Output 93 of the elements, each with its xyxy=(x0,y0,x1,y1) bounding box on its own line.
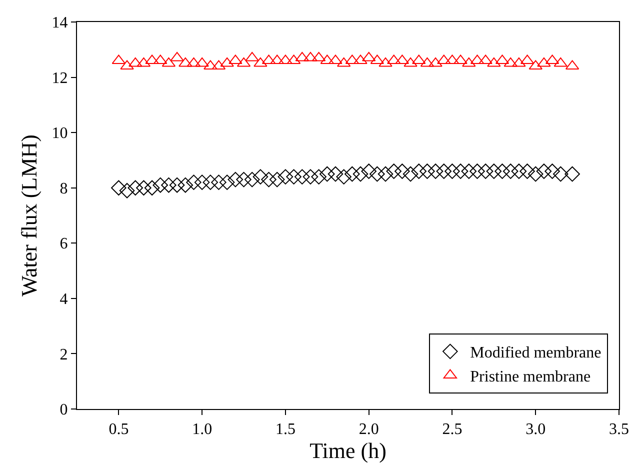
legend-label: Modified membrane xyxy=(470,344,602,362)
point xyxy=(344,166,360,182)
y-tick-label: 2 xyxy=(60,346,68,364)
point xyxy=(111,180,126,196)
point xyxy=(245,52,259,62)
point xyxy=(370,166,385,182)
point xyxy=(219,174,235,190)
point xyxy=(462,57,476,67)
x-tick-label: 0.5 xyxy=(108,421,129,438)
point xyxy=(404,57,418,67)
x-tick-label: 3.0 xyxy=(526,421,546,438)
point xyxy=(220,57,234,67)
y-axis-title: Water flux (LMH) xyxy=(16,134,42,296)
point xyxy=(502,164,518,179)
point xyxy=(386,164,402,179)
point xyxy=(564,166,580,182)
point xyxy=(328,166,344,182)
point xyxy=(119,182,135,198)
point xyxy=(452,164,468,179)
legend-label: Pristine membrane xyxy=(470,368,591,386)
point xyxy=(195,57,209,67)
point xyxy=(194,174,210,190)
y-tick-label: 0 xyxy=(60,402,68,419)
point xyxy=(512,57,526,67)
point xyxy=(378,166,394,182)
point xyxy=(244,172,260,188)
x-tick-label: 1.0 xyxy=(192,421,212,438)
x-tick-label: 3.5 xyxy=(609,421,629,438)
point xyxy=(161,177,176,193)
x-tick-label: 2.5 xyxy=(442,421,462,438)
y-tick-label: 10 xyxy=(52,125,68,142)
point xyxy=(528,166,544,182)
point xyxy=(378,57,392,67)
y-tick-label: 8 xyxy=(60,180,68,198)
point xyxy=(411,164,427,179)
point xyxy=(278,169,294,184)
point xyxy=(444,164,460,179)
point xyxy=(362,52,376,62)
point xyxy=(202,174,218,190)
point xyxy=(544,164,560,179)
point xyxy=(178,57,192,67)
point xyxy=(128,57,142,67)
point xyxy=(428,164,444,179)
x-tick-label: 2.0 xyxy=(358,421,379,438)
point xyxy=(128,180,144,196)
point xyxy=(552,166,568,182)
point xyxy=(136,180,152,196)
point xyxy=(320,166,335,182)
point xyxy=(402,166,418,182)
point xyxy=(169,177,185,193)
point xyxy=(144,180,160,196)
point xyxy=(170,52,184,62)
point xyxy=(494,164,510,179)
point xyxy=(461,164,477,179)
point xyxy=(336,169,352,184)
x-tick-label: 1.5 xyxy=(275,421,296,438)
point xyxy=(304,52,318,62)
point xyxy=(211,174,226,190)
point xyxy=(228,172,244,188)
point xyxy=(511,164,527,179)
point xyxy=(478,164,494,179)
point xyxy=(178,177,194,193)
point xyxy=(487,57,501,67)
point xyxy=(302,169,318,184)
y-tick-label: 4 xyxy=(60,291,68,308)
point xyxy=(420,164,435,179)
point xyxy=(537,57,551,67)
point xyxy=(352,166,368,182)
point xyxy=(269,172,285,188)
point xyxy=(428,57,442,67)
point xyxy=(486,164,502,179)
x-axis-title: Time (h) xyxy=(310,438,386,464)
point xyxy=(520,164,535,179)
point xyxy=(186,174,202,190)
point xyxy=(254,57,268,67)
point xyxy=(252,169,268,184)
point xyxy=(436,164,452,179)
point xyxy=(311,169,326,184)
point xyxy=(554,57,568,67)
point xyxy=(470,164,485,179)
point xyxy=(394,164,410,179)
point xyxy=(294,169,310,184)
y-tick-label: 6 xyxy=(60,236,68,253)
point xyxy=(152,177,168,193)
point xyxy=(504,57,518,67)
point xyxy=(536,164,552,179)
point xyxy=(295,52,309,62)
y-tick-label: 14 xyxy=(52,14,68,32)
point xyxy=(286,169,302,184)
point xyxy=(236,172,252,188)
y-tick-label: 12 xyxy=(52,70,68,87)
point xyxy=(261,172,276,188)
point xyxy=(361,164,376,179)
